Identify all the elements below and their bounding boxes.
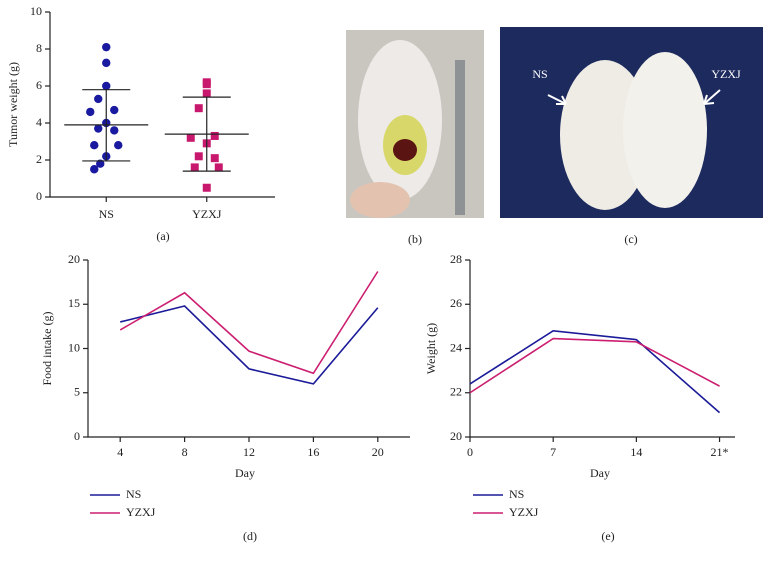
y-axis-label: Food intake (g) [40, 312, 54, 386]
y-tick-label: 22 [450, 385, 462, 399]
series-line [120, 305, 379, 385]
y-tick-label: 5 [74, 385, 80, 399]
data-point [114, 141, 123, 150]
caption: (c) [624, 232, 637, 246]
hand [350, 182, 410, 218]
x-tick-label: 12 [243, 445, 255, 459]
caption: (e) [601, 529, 614, 543]
data-point [194, 152, 203, 161]
arrow [703, 89, 721, 105]
data-point [202, 183, 211, 192]
data-point [86, 107, 95, 117]
data-point [94, 94, 103, 104]
y-tick-label: 10 [68, 340, 80, 354]
data-point [186, 133, 195, 142]
data-point [210, 154, 219, 163]
y-tick-label: 15 [68, 296, 80, 310]
data-point [90, 141, 99, 150]
legend-label: YZXJ [126, 505, 156, 519]
data-point [194, 104, 203, 113]
data-point [190, 163, 199, 172]
data-point [202, 80, 211, 89]
x-tick-label: NS [99, 207, 114, 221]
photo-b: (b) [346, 30, 484, 246]
x-tick-label: 0 [467, 445, 473, 459]
data-point [202, 89, 211, 98]
y-tick-label: 26 [450, 296, 462, 310]
arrow [547, 94, 567, 105]
legend-label: NS [509, 487, 524, 501]
axis [49, 12, 275, 198]
y-tick-label: 24 [450, 340, 462, 354]
data-point [214, 163, 223, 172]
data-point [210, 131, 219, 140]
data-point [102, 81, 111, 91]
photo-label: NS [532, 67, 547, 81]
y-axis-label: Tumor weight (g) [6, 62, 20, 147]
x-tick-label: 21* [711, 445, 729, 459]
photo-c: NS YZXJ (c) [500, 27, 763, 246]
data-point [110, 126, 119, 135]
y-tick-label: 10 [30, 4, 42, 18]
x-tick-label: 20 [372, 445, 384, 459]
x-axis-label: Day [590, 466, 610, 480]
x-tick-label: 8 [182, 445, 188, 459]
x-tick-label: 16 [307, 445, 319, 459]
x-tick-label: YZXJ [192, 207, 222, 221]
caption: (d) [243, 529, 257, 543]
x-tick-label: 7 [550, 445, 556, 459]
series-line [469, 337, 720, 394]
legend-label: YZXJ [509, 505, 539, 519]
y-tick-label: 4 [36, 115, 42, 129]
data-point [102, 58, 111, 68]
series-line [119, 271, 379, 375]
data-point [90, 165, 99, 174]
y-tick-label: 0 [36, 189, 42, 203]
chart: 20 22 24 26 28 Weight (g) (e) 0 7 14 21* Day NS YZXJ [424, 252, 735, 543]
y-tick-label: 0 [74, 429, 80, 443]
caption: (b) [408, 232, 422, 246]
legend-label: NS [126, 487, 141, 501]
chart: 0 2 4 6 8 10 Tumor weight (g) (a) NS YZXJ [6, 4, 275, 243]
x-tick-label: 14 [630, 445, 642, 459]
photo-label: YZXJ [711, 67, 741, 81]
axis [87, 260, 410, 438]
x-tick-label: 4 [117, 445, 123, 459]
y-tick-label: 8 [36, 41, 42, 55]
tumor [393, 139, 417, 161]
y-tick-label: 28 [450, 252, 462, 266]
mouse [623, 52, 707, 208]
data-point [94, 124, 103, 133]
caption: (a) [156, 229, 169, 243]
y-tick-label: 6 [36, 78, 42, 92]
axis [469, 260, 735, 438]
series-line [469, 329, 721, 414]
y-tick-label: 20 [68, 252, 80, 266]
chart: 0 5 10 15 20 Food intake (g) (d) 4 8 12 16 20 Day NS Y… [40, 252, 410, 543]
y-axis-label: Weight (g) [424, 323, 438, 374]
data-point [102, 42, 111, 52]
scissors [455, 60, 465, 215]
x-axis-label: Day [235, 466, 255, 480]
y-tick-label: 2 [36, 152, 42, 166]
data-point [110, 105, 119, 115]
data-point [96, 159, 105, 168]
y-tick-label: 20 [450, 429, 462, 443]
